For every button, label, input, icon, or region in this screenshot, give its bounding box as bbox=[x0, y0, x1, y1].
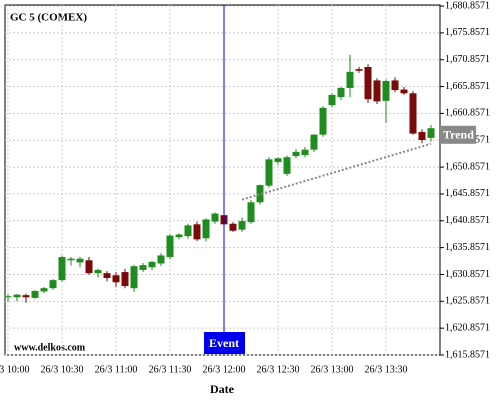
x-tick-label: 26/3 11:00 bbox=[95, 364, 138, 375]
candle-body bbox=[337, 87, 345, 98]
candle-body bbox=[166, 235, 174, 258]
candle-body bbox=[364, 67, 372, 100]
x-tick-label: 26/3 11:30 bbox=[149, 364, 192, 375]
y-tick-label: 1,650.8571 bbox=[445, 161, 490, 172]
candle-body bbox=[328, 94, 336, 106]
candle-body bbox=[40, 288, 48, 292]
candle-body bbox=[292, 151, 300, 157]
y-tick-label: 1,635.8571 bbox=[445, 242, 490, 253]
candle-body bbox=[76, 258, 84, 263]
candle-body bbox=[418, 131, 426, 141]
candle-body bbox=[85, 260, 93, 274]
candle-body bbox=[355, 69, 363, 71]
y-tick-label: 1,625.8571 bbox=[445, 296, 490, 307]
candle-body bbox=[202, 219, 210, 239]
candle-body bbox=[391, 80, 399, 91]
candle-body bbox=[13, 294, 21, 298]
candle-body bbox=[148, 261, 156, 268]
candle-body bbox=[121, 272, 129, 287]
candle-body bbox=[400, 89, 408, 94]
candle-body bbox=[193, 224, 201, 240]
candle-body bbox=[157, 255, 165, 264]
x-tick-label: 26/3 10:00 bbox=[0, 364, 30, 375]
candle-body bbox=[184, 225, 192, 237]
y-tick-label: 1,615.8571 bbox=[445, 349, 490, 360]
x-tick-label: 26/3 12:30 bbox=[256, 364, 299, 375]
trend-label: Trend bbox=[443, 128, 474, 142]
candle-body bbox=[256, 185, 264, 203]
candle-body bbox=[409, 93, 417, 134]
x-tick-label: 26/3 10:30 bbox=[40, 364, 83, 375]
candle-body bbox=[49, 280, 57, 289]
candle-body bbox=[301, 149, 309, 156]
trend-line bbox=[241, 142, 432, 201]
plot-area bbox=[4, 4, 441, 356]
y-tick-label: 1,675.8571 bbox=[445, 27, 490, 38]
y-tick-label: 1,630.8571 bbox=[445, 269, 490, 280]
x-tick-label: 26/3 12:00 bbox=[202, 364, 245, 375]
x-tick-label: 26/3 13:00 bbox=[310, 364, 353, 375]
candle-body bbox=[229, 223, 237, 231]
candle-body bbox=[175, 234, 183, 238]
candle-body bbox=[94, 269, 102, 274]
candle-body bbox=[139, 265, 147, 270]
candle-body bbox=[112, 275, 120, 283]
candle-body bbox=[373, 80, 381, 102]
candle-body bbox=[265, 159, 273, 186]
y-tick-label: 1,620.8571 bbox=[445, 322, 490, 333]
candle-body bbox=[283, 157, 291, 174]
y-tick-label: 1,645.8571 bbox=[445, 188, 490, 199]
y-tick-label: 1,660.8571 bbox=[445, 108, 490, 119]
candle-body bbox=[22, 295, 30, 298]
candle-body bbox=[346, 71, 354, 88]
candle-body bbox=[103, 273, 111, 278]
candle-body bbox=[274, 158, 282, 163]
event-label-box bbox=[204, 332, 245, 354]
candle-body bbox=[31, 290, 39, 298]
candle-body bbox=[58, 257, 66, 281]
candle-body bbox=[130, 266, 138, 289]
chart-title: GC 5 (COMEX) bbox=[10, 12, 87, 24]
candle-body bbox=[427, 128, 435, 138]
candle-body bbox=[247, 202, 255, 223]
y-tick-label: 1,680.8571 bbox=[445, 0, 490, 11]
trend-label-box bbox=[440, 125, 476, 144]
x-axis-title: Date bbox=[210, 382, 235, 396]
x-tick-label: 26/3 13:30 bbox=[364, 364, 407, 375]
candle-body bbox=[319, 107, 327, 135]
candle-body bbox=[238, 221, 246, 230]
y-tick-label: 1,665.8571 bbox=[445, 81, 490, 92]
candle-body bbox=[310, 134, 318, 150]
candle-body bbox=[382, 80, 390, 101]
y-tick-label: 1,670.8571 bbox=[445, 54, 490, 65]
source: www.delkos.com bbox=[14, 342, 86, 353]
event-label: Event bbox=[209, 336, 239, 350]
candle-body bbox=[4, 296, 12, 298]
candle-body bbox=[211, 213, 219, 222]
candle-body bbox=[67, 258, 75, 261]
y-tick-label: 1,640.8571 bbox=[445, 215, 490, 226]
